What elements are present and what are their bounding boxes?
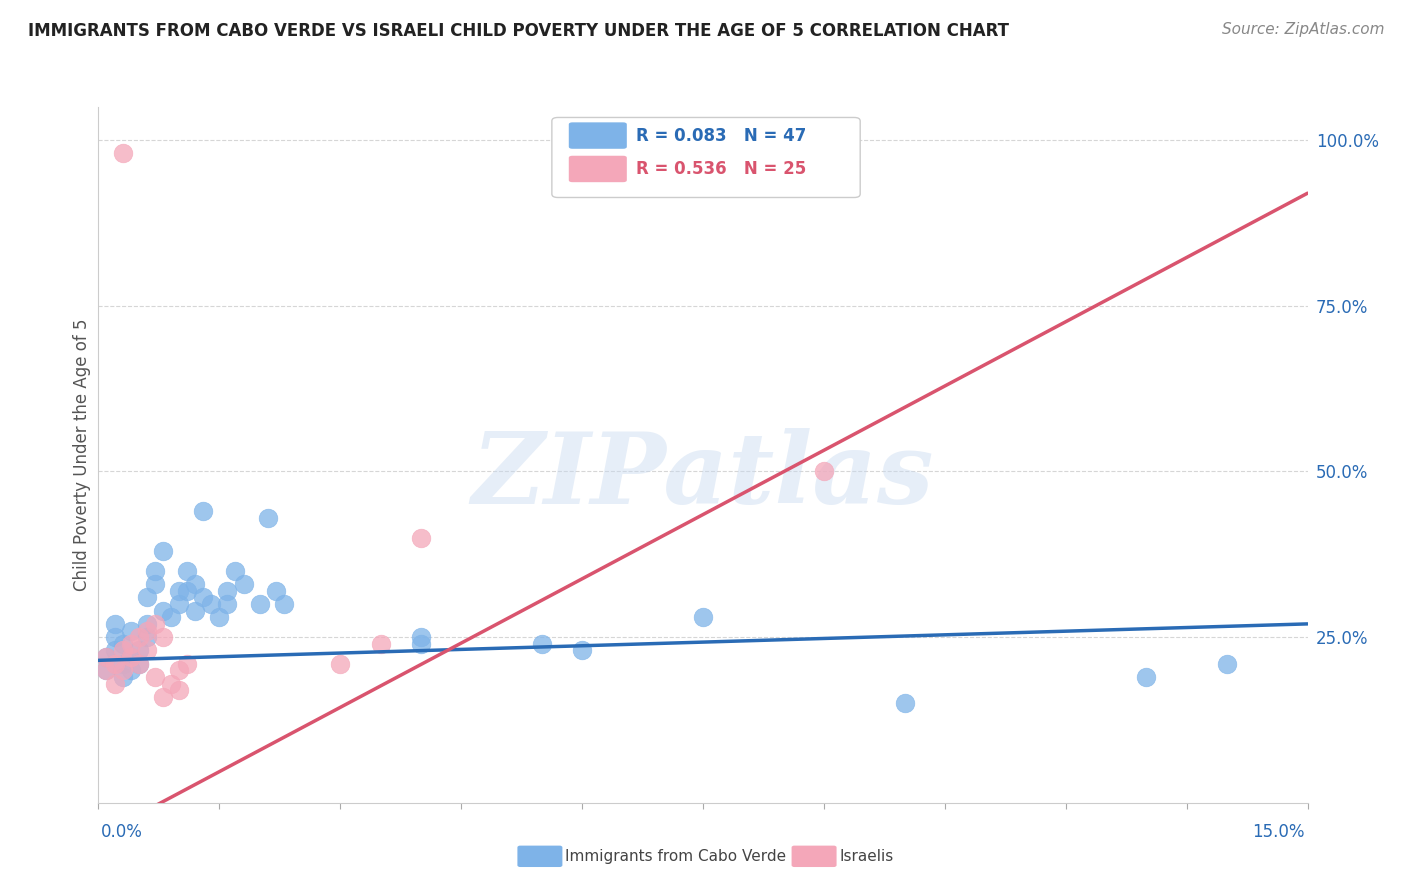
Point [160,610,183,624]
Point [143,616,166,631]
Point [217,583,239,598]
Point [128,630,150,644]
Point [1216,657,1239,671]
Point [176,657,198,671]
Point [96,663,118,677]
FancyBboxPatch shape [553,118,860,197]
Point [103,630,125,644]
Text: Israelis: Israelis [839,849,894,863]
Point [120,637,142,651]
Point [96,650,118,665]
Point [111,670,134,684]
Point [152,604,174,618]
Point [120,624,142,638]
Point [409,630,432,644]
Point [232,577,254,591]
Point [128,657,150,671]
Point [160,676,183,690]
Y-axis label: Child Poverty Under the Age of 5: Child Poverty Under the Age of 5 [73,318,91,591]
Point [167,663,190,677]
Point [111,637,134,651]
Point [103,676,125,690]
Text: R = 0.536   N = 25: R = 0.536 N = 25 [637,160,807,178]
Point [692,610,714,624]
Point [249,597,271,611]
Point [200,597,222,611]
Point [111,663,134,677]
Point [256,511,278,525]
Text: IMMIGRANTS FROM CABO VERDE VS ISRAELI CHILD POVERTY UNDER THE AGE OF 5 CORRELATI: IMMIGRANTS FROM CABO VERDE VS ISRAELI CH… [28,22,1010,40]
Text: 15.0%: 15.0% [1253,822,1305,840]
Point [120,663,142,677]
Point [193,504,215,518]
Point [111,643,134,657]
Point [264,583,287,598]
Point [152,544,174,558]
Point [273,597,295,611]
Point [152,690,174,704]
Point [152,630,174,644]
Point [208,610,231,624]
Point [128,657,150,671]
Point [893,697,915,711]
Point [184,577,207,591]
Point [111,146,134,161]
Point [167,683,190,698]
FancyBboxPatch shape [569,122,627,149]
Point [135,624,157,638]
Point [167,597,190,611]
Text: ZIPatlas: ZIPatlas [472,427,934,524]
Point [176,583,198,598]
Point [103,616,125,631]
Point [184,604,207,618]
Point [111,657,134,671]
Point [120,650,142,665]
Text: R = 0.083   N = 47: R = 0.083 N = 47 [637,127,807,145]
Point [120,650,142,665]
Point [329,657,352,671]
FancyBboxPatch shape [569,156,627,182]
Point [1135,670,1157,684]
Point [571,643,593,657]
Point [813,465,835,479]
Point [135,616,157,631]
Point [96,663,118,677]
Text: Source: ZipAtlas.com: Source: ZipAtlas.com [1222,22,1385,37]
Text: 0.0%: 0.0% [101,822,143,840]
Point [96,650,118,665]
Point [143,564,166,578]
Point [135,630,157,644]
Point [370,637,392,651]
Point [143,670,166,684]
Point [530,637,553,651]
Point [135,643,157,657]
Point [103,643,125,657]
Text: Immigrants from Cabo Verde: Immigrants from Cabo Verde [565,849,786,863]
Point [193,591,215,605]
Point [409,531,432,545]
Point [128,643,150,657]
Point [103,657,125,671]
Point [135,591,157,605]
Point [224,564,246,578]
Point [409,637,432,651]
Point [217,597,239,611]
Point [167,583,190,598]
Point [176,564,198,578]
Point [143,577,166,591]
